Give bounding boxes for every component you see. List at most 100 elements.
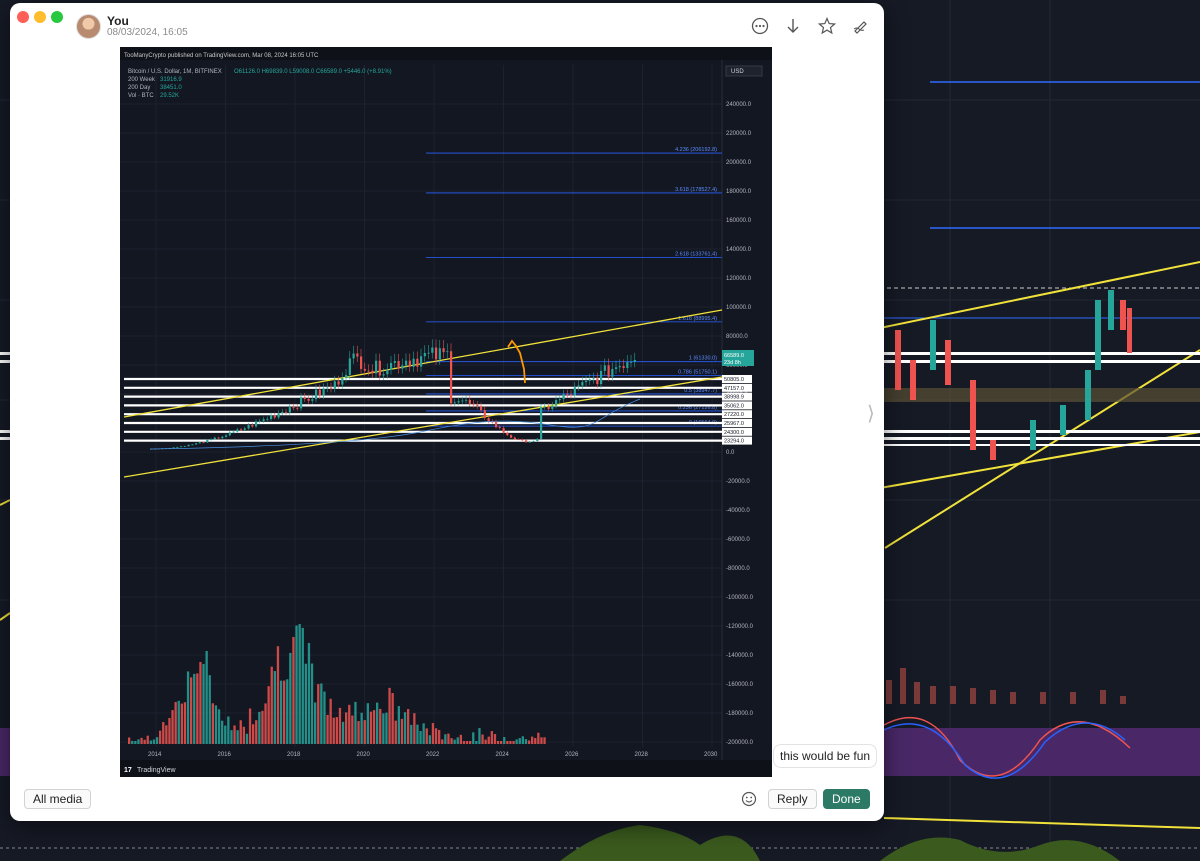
more-options-button[interactable] — [751, 17, 769, 35]
fib-level-label: 0.5 (38947.7) — [684, 388, 717, 394]
candle — [405, 360, 408, 366]
price-tick-label: -40000.0 — [726, 508, 750, 514]
volume-bar — [410, 724, 413, 744]
candle — [367, 370, 370, 372]
candle — [363, 368, 366, 371]
candle — [446, 351, 449, 353]
volume-bar — [351, 715, 354, 744]
emoji-icon[interactable] — [741, 791, 757, 807]
candle — [281, 411, 284, 414]
price-tick-label: -100000.0 — [726, 595, 754, 601]
minimize-window-button[interactable] — [34, 11, 46, 23]
currency-label: USD — [731, 69, 744, 75]
volume-bar — [332, 717, 335, 744]
volume-bar — [307, 642, 311, 744]
volume-bar — [128, 737, 131, 744]
volume-bar — [146, 735, 149, 744]
volume-bar — [217, 709, 221, 744]
volume-bar — [245, 733, 249, 744]
volume-bar — [537, 732, 540, 744]
volume-bar — [521, 736, 524, 744]
volume-bar — [137, 739, 140, 744]
volume-bar — [270, 666, 273, 744]
volume-bar — [255, 720, 258, 744]
volume-bar — [490, 731, 493, 744]
volume-bar — [301, 627, 304, 744]
volume-bar — [518, 738, 521, 744]
price-tick-label: -200000.0 — [726, 740, 754, 746]
year-tick-label: 2024 — [496, 752, 510, 758]
volume-bar — [279, 680, 283, 744]
volume-bar — [162, 722, 165, 744]
candle — [532, 441, 535, 442]
year-tick-label: 2018 — [287, 752, 301, 758]
candle — [315, 389, 318, 400]
candle — [487, 418, 490, 422]
price-label: 47157.0 — [724, 386, 744, 392]
volume-bar — [338, 707, 342, 744]
all-media-button[interactable]: All media — [24, 789, 92, 809]
volume-bar — [509, 741, 512, 744]
volume-bar — [416, 724, 419, 744]
volume-bar — [295, 625, 298, 744]
volume-bar — [199, 662, 202, 744]
candle — [442, 348, 445, 353]
markup-button[interactable] — [852, 17, 870, 35]
volume-bar — [267, 686, 270, 744]
zoom-window-button[interactable] — [51, 11, 63, 23]
candle — [495, 421, 498, 428]
candle — [517, 439, 520, 441]
candle — [266, 419, 269, 420]
volume-bar — [276, 646, 280, 744]
candle — [431, 347, 434, 353]
year-tick-label: 2020 — [357, 752, 371, 758]
volume-bar — [465, 741, 469, 744]
star-icon — [818, 17, 836, 35]
candle — [180, 446, 183, 448]
moving-average-line — [149, 398, 641, 450]
fib-level-label: 2.618 (133761.4) — [675, 251, 717, 257]
volume-bar — [236, 730, 239, 744]
done-button[interactable]: Done — [823, 789, 870, 809]
volume-bar — [258, 711, 261, 744]
candle — [491, 421, 494, 423]
volume-bar — [534, 738, 537, 744]
favorite-button[interactable] — [818, 17, 836, 35]
candle — [577, 385, 580, 388]
fib-level-label: 4.236 (206192.8) — [675, 147, 717, 153]
candle — [228, 432, 231, 436]
published-bar — [120, 47, 772, 60]
volume-bar — [314, 702, 317, 744]
brand-label: TradingView — [137, 767, 176, 774]
attachment-image[interactable]: TooManyCrypto published on TradingView.c… — [120, 47, 772, 777]
volume-bar — [264, 703, 267, 744]
volume-bar — [261, 710, 264, 744]
close-window-button[interactable] — [17, 11, 29, 23]
volume-bar — [140, 737, 143, 744]
ohlc-values: O61126.0 H69839.0 L59008.0 C66589.0 +544… — [234, 69, 392, 75]
candle — [326, 387, 329, 389]
current-price: 66589.0 — [724, 353, 744, 359]
volume-bar — [462, 741, 466, 744]
volume-bar — [196, 673, 199, 744]
candle — [607, 365, 610, 377]
price-label: 38998.9 — [724, 395, 744, 401]
candle — [300, 397, 303, 409]
candle — [236, 429, 239, 432]
volume-bar — [131, 740, 134, 744]
reply-button[interactable]: Reply — [768, 789, 817, 809]
candle — [378, 360, 381, 376]
candle — [562, 394, 565, 400]
volume-bar — [171, 710, 174, 744]
download-button[interactable] — [784, 17, 802, 35]
candle — [468, 399, 471, 404]
volume-bar — [385, 712, 388, 744]
volume-bar — [431, 723, 435, 744]
candle — [551, 405, 554, 409]
volume-bar — [413, 713, 416, 744]
next-image-chevron-icon[interactable]: ⟩ — [867, 401, 875, 425]
candle — [195, 443, 198, 445]
volume-bar — [438, 729, 441, 744]
price-tick-label: -60000.0 — [726, 537, 750, 543]
candle — [318, 389, 321, 396]
